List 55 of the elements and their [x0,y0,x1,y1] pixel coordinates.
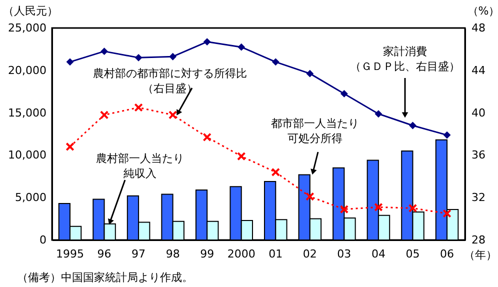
text: 農村部一人当たり純収入 [96,152,184,180]
y2-tick-label: 28 [472,234,486,246]
x-tick-label: 96 [97,248,112,260]
point [66,58,74,66]
point [169,52,177,60]
point [100,110,109,120]
y2-axis-title: （%） [467,4,498,18]
x-tick-label: 06 [440,248,454,260]
point [66,142,74,152]
point [134,54,142,62]
y2-tick-label: 48 [472,22,486,34]
y-tick-label: 5,000 [15,191,46,204]
x-tick-label: 97 [132,248,146,260]
y2-tick-label: 40 [472,106,486,120]
x-tick-label: 02 [302,248,317,260]
point [238,43,246,51]
y-tick-label: 20,000 [8,64,46,77]
point [408,204,418,213]
point [237,152,246,161]
x-tick-label: 2000 [227,248,256,260]
y2-tick-label: 36 [472,148,486,162]
x-tick-label: 05 [406,248,420,260]
point [409,122,416,130]
point [100,48,108,56]
point [374,110,382,118]
y-tick-label: 0 [40,234,46,246]
point [272,58,280,66]
text: （備考）中国国家統計局より作成。 [17,271,193,284]
point [442,209,452,218]
x-tick-label: 04 [371,248,386,260]
point [168,110,178,120]
point [271,168,280,177]
series-label: 家計消費（ＧＤＰ比、右目盛） [350,45,460,73]
series-label: 都市部一人当たり可処分所得 [271,117,359,145]
y-axis-title: （人民元） [3,4,58,18]
x-axis-title: （年） [464,248,497,262]
y2-tick-label: 44 [472,64,486,77]
x-tick-label: 98 [166,248,180,260]
point [134,103,143,112]
x-tick-label: 99 [200,248,214,260]
x-tick-label: 1995 [56,248,84,260]
point [340,204,349,214]
y-tick-label: 15,000 [8,106,46,120]
y-tick-label: 10,000 [8,148,46,162]
point [202,132,212,142]
point [306,70,314,78]
x-tick-label: 03 [337,248,352,260]
x-tick-label: 01 [268,248,283,260]
y-tick-label: 25,000 [8,22,46,34]
point [374,202,383,212]
point [203,38,211,46]
y2-tick-label: 32 [472,191,486,204]
point [340,90,348,98]
point [443,131,451,139]
point [306,192,314,201]
